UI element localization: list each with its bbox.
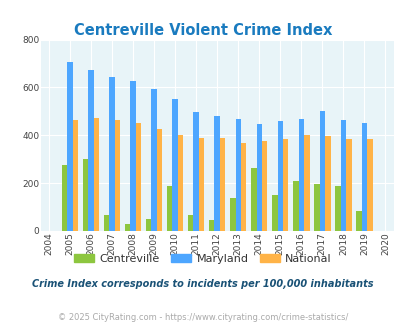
Bar bbox=[130, 82, 136, 231]
Bar bbox=[303, 135, 309, 231]
Bar bbox=[67, 62, 72, 231]
Bar bbox=[125, 224, 130, 231]
Bar bbox=[345, 139, 351, 231]
Bar bbox=[83, 159, 88, 231]
Bar bbox=[250, 168, 256, 231]
Bar bbox=[104, 215, 109, 231]
Bar bbox=[115, 120, 120, 231]
Bar bbox=[188, 215, 193, 231]
Bar bbox=[220, 138, 225, 231]
Bar bbox=[361, 123, 366, 231]
Bar bbox=[177, 135, 183, 231]
Text: © 2025 CityRating.com - https://www.cityrating.com/crime-statistics/: © 2025 CityRating.com - https://www.city… bbox=[58, 313, 347, 322]
Bar bbox=[256, 124, 261, 231]
Bar bbox=[88, 70, 94, 231]
Legend: Centreville, Maryland, National: Centreville, Maryland, National bbox=[70, 250, 335, 269]
Bar bbox=[335, 185, 340, 231]
Bar bbox=[209, 220, 214, 231]
Bar bbox=[214, 116, 220, 231]
Bar bbox=[62, 165, 67, 231]
Bar bbox=[151, 89, 156, 231]
Bar bbox=[172, 99, 177, 231]
Bar bbox=[355, 211, 361, 231]
Bar bbox=[298, 118, 303, 231]
Bar bbox=[145, 218, 151, 231]
Bar bbox=[241, 143, 246, 231]
Bar bbox=[282, 139, 288, 231]
Bar bbox=[193, 112, 198, 231]
Bar bbox=[94, 118, 99, 231]
Bar bbox=[261, 141, 267, 231]
Bar bbox=[319, 112, 324, 231]
Bar bbox=[340, 120, 345, 231]
Bar bbox=[166, 185, 172, 231]
Text: Crime Index corresponds to incidents per 100,000 inhabitants: Crime Index corresponds to incidents per… bbox=[32, 279, 373, 289]
Bar bbox=[271, 195, 277, 231]
Bar bbox=[235, 119, 241, 231]
Bar bbox=[277, 121, 282, 231]
Bar bbox=[324, 136, 330, 231]
Bar bbox=[156, 129, 162, 231]
Bar bbox=[109, 78, 115, 231]
Bar bbox=[136, 123, 141, 231]
Bar bbox=[198, 138, 204, 231]
Bar bbox=[292, 181, 298, 231]
Bar bbox=[72, 120, 78, 231]
Text: Centreville Violent Crime Index: Centreville Violent Crime Index bbox=[74, 23, 331, 38]
Bar bbox=[230, 198, 235, 231]
Bar bbox=[313, 184, 319, 231]
Bar bbox=[366, 139, 372, 231]
